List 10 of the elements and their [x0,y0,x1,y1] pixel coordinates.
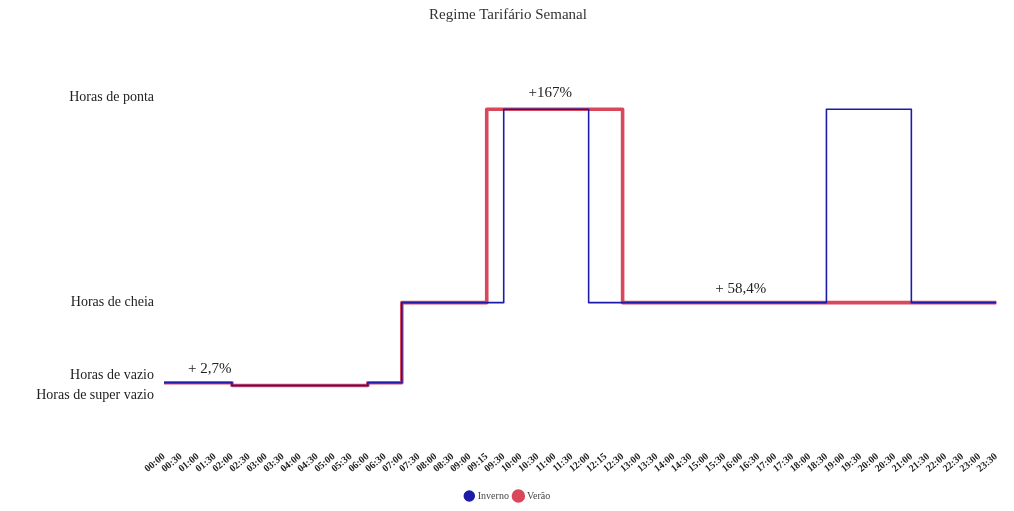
chart-title: Regime Tarifário Semanal [429,5,587,22]
legend-label: Inverno [477,489,509,501]
annotation: + 2,7% [188,359,232,376]
text: Horas de ponta [69,88,155,104]
text: Horas de cheia [70,294,155,310]
text: Horas de super vazio [36,387,154,403]
text: Horas de vazio [70,367,154,383]
legend-label: Verão [526,489,551,501]
annotation: + 58,4% [715,279,767,296]
text: +167% [528,83,572,100]
